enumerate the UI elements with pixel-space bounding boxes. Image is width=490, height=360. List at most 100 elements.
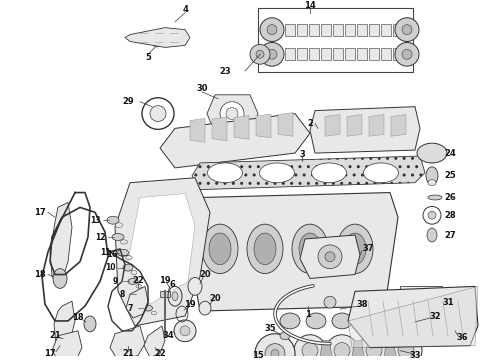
Ellipse shape: [411, 294, 431, 310]
Ellipse shape: [364, 163, 398, 183]
Text: 17: 17: [44, 349, 56, 358]
Circle shape: [255, 334, 295, 360]
Ellipse shape: [199, 301, 211, 315]
Ellipse shape: [247, 224, 283, 274]
Ellipse shape: [332, 313, 352, 329]
Ellipse shape: [207, 163, 243, 183]
Polygon shape: [278, 113, 293, 136]
Ellipse shape: [417, 143, 447, 163]
Bar: [345, 48, 355, 60]
Polygon shape: [212, 117, 227, 141]
Circle shape: [390, 335, 422, 360]
Ellipse shape: [202, 224, 238, 274]
Circle shape: [260, 42, 284, 66]
Bar: [297, 48, 307, 60]
Bar: [357, 48, 367, 60]
Circle shape: [265, 344, 285, 360]
Text: 18: 18: [34, 270, 46, 279]
Ellipse shape: [306, 313, 326, 329]
Ellipse shape: [188, 278, 202, 295]
Circle shape: [395, 42, 419, 66]
Ellipse shape: [426, 167, 438, 185]
Polygon shape: [310, 107, 420, 153]
Circle shape: [267, 49, 277, 59]
Text: 28: 28: [444, 211, 456, 220]
Text: 12: 12: [95, 233, 105, 242]
Ellipse shape: [427, 228, 437, 242]
Polygon shape: [125, 28, 190, 48]
Bar: [381, 48, 391, 60]
Text: 27: 27: [444, 230, 456, 239]
Polygon shape: [347, 114, 362, 136]
Text: 22: 22: [132, 276, 144, 285]
Polygon shape: [128, 194, 195, 304]
Circle shape: [402, 25, 412, 35]
Polygon shape: [110, 326, 145, 360]
Polygon shape: [160, 113, 310, 168]
Text: 10: 10: [105, 263, 115, 272]
Bar: [357, 24, 367, 36]
Ellipse shape: [53, 269, 67, 288]
Text: 16: 16: [106, 250, 118, 259]
Bar: [160, 291, 170, 297]
Text: 38: 38: [356, 300, 368, 309]
Ellipse shape: [143, 297, 149, 301]
Polygon shape: [192, 156, 425, 190]
Ellipse shape: [135, 291, 145, 297]
Bar: [400, 286, 442, 318]
Ellipse shape: [384, 313, 404, 329]
Bar: [369, 48, 379, 60]
Circle shape: [220, 102, 244, 125]
Ellipse shape: [123, 264, 133, 271]
Ellipse shape: [118, 249, 128, 256]
Ellipse shape: [107, 216, 119, 224]
Bar: [345, 24, 355, 36]
Polygon shape: [384, 341, 396, 360]
Polygon shape: [50, 202, 72, 286]
Text: 11: 11: [100, 248, 110, 257]
Polygon shape: [190, 118, 205, 142]
Circle shape: [428, 211, 436, 219]
Text: 13: 13: [90, 216, 100, 225]
Text: 29: 29: [122, 97, 134, 106]
Circle shape: [366, 343, 382, 359]
Ellipse shape: [344, 233, 366, 265]
Ellipse shape: [337, 224, 373, 274]
Circle shape: [302, 343, 318, 359]
Bar: [393, 48, 403, 60]
Text: 21: 21: [122, 349, 134, 358]
Text: 9: 9: [112, 277, 118, 286]
Circle shape: [180, 326, 190, 336]
Text: 26: 26: [444, 193, 456, 202]
Text: 3: 3: [299, 149, 305, 158]
Text: 33: 33: [409, 351, 421, 360]
Bar: [381, 24, 391, 36]
Text: 37: 37: [362, 244, 374, 253]
Bar: [258, 8, 413, 72]
Ellipse shape: [151, 311, 157, 315]
Circle shape: [324, 296, 336, 308]
Text: 23: 23: [219, 67, 231, 76]
Text: 19: 19: [159, 276, 171, 285]
Text: 34: 34: [162, 331, 174, 340]
Text: 5: 5: [145, 53, 151, 62]
Text: 31: 31: [442, 298, 454, 307]
Circle shape: [395, 18, 419, 41]
Polygon shape: [190, 193, 398, 311]
Ellipse shape: [116, 223, 122, 228]
Bar: [393, 24, 403, 36]
Polygon shape: [352, 341, 364, 360]
Bar: [321, 48, 331, 60]
Text: 17: 17: [34, 208, 46, 217]
Circle shape: [267, 25, 277, 35]
Bar: [369, 24, 379, 36]
Polygon shape: [54, 301, 75, 351]
Ellipse shape: [126, 256, 132, 260]
Polygon shape: [207, 95, 258, 133]
Text: 18: 18: [72, 314, 84, 323]
Polygon shape: [348, 286, 478, 348]
Circle shape: [402, 49, 412, 59]
Text: 36: 36: [456, 333, 468, 342]
Polygon shape: [348, 286, 478, 348]
Text: 25: 25: [444, 171, 456, 180]
